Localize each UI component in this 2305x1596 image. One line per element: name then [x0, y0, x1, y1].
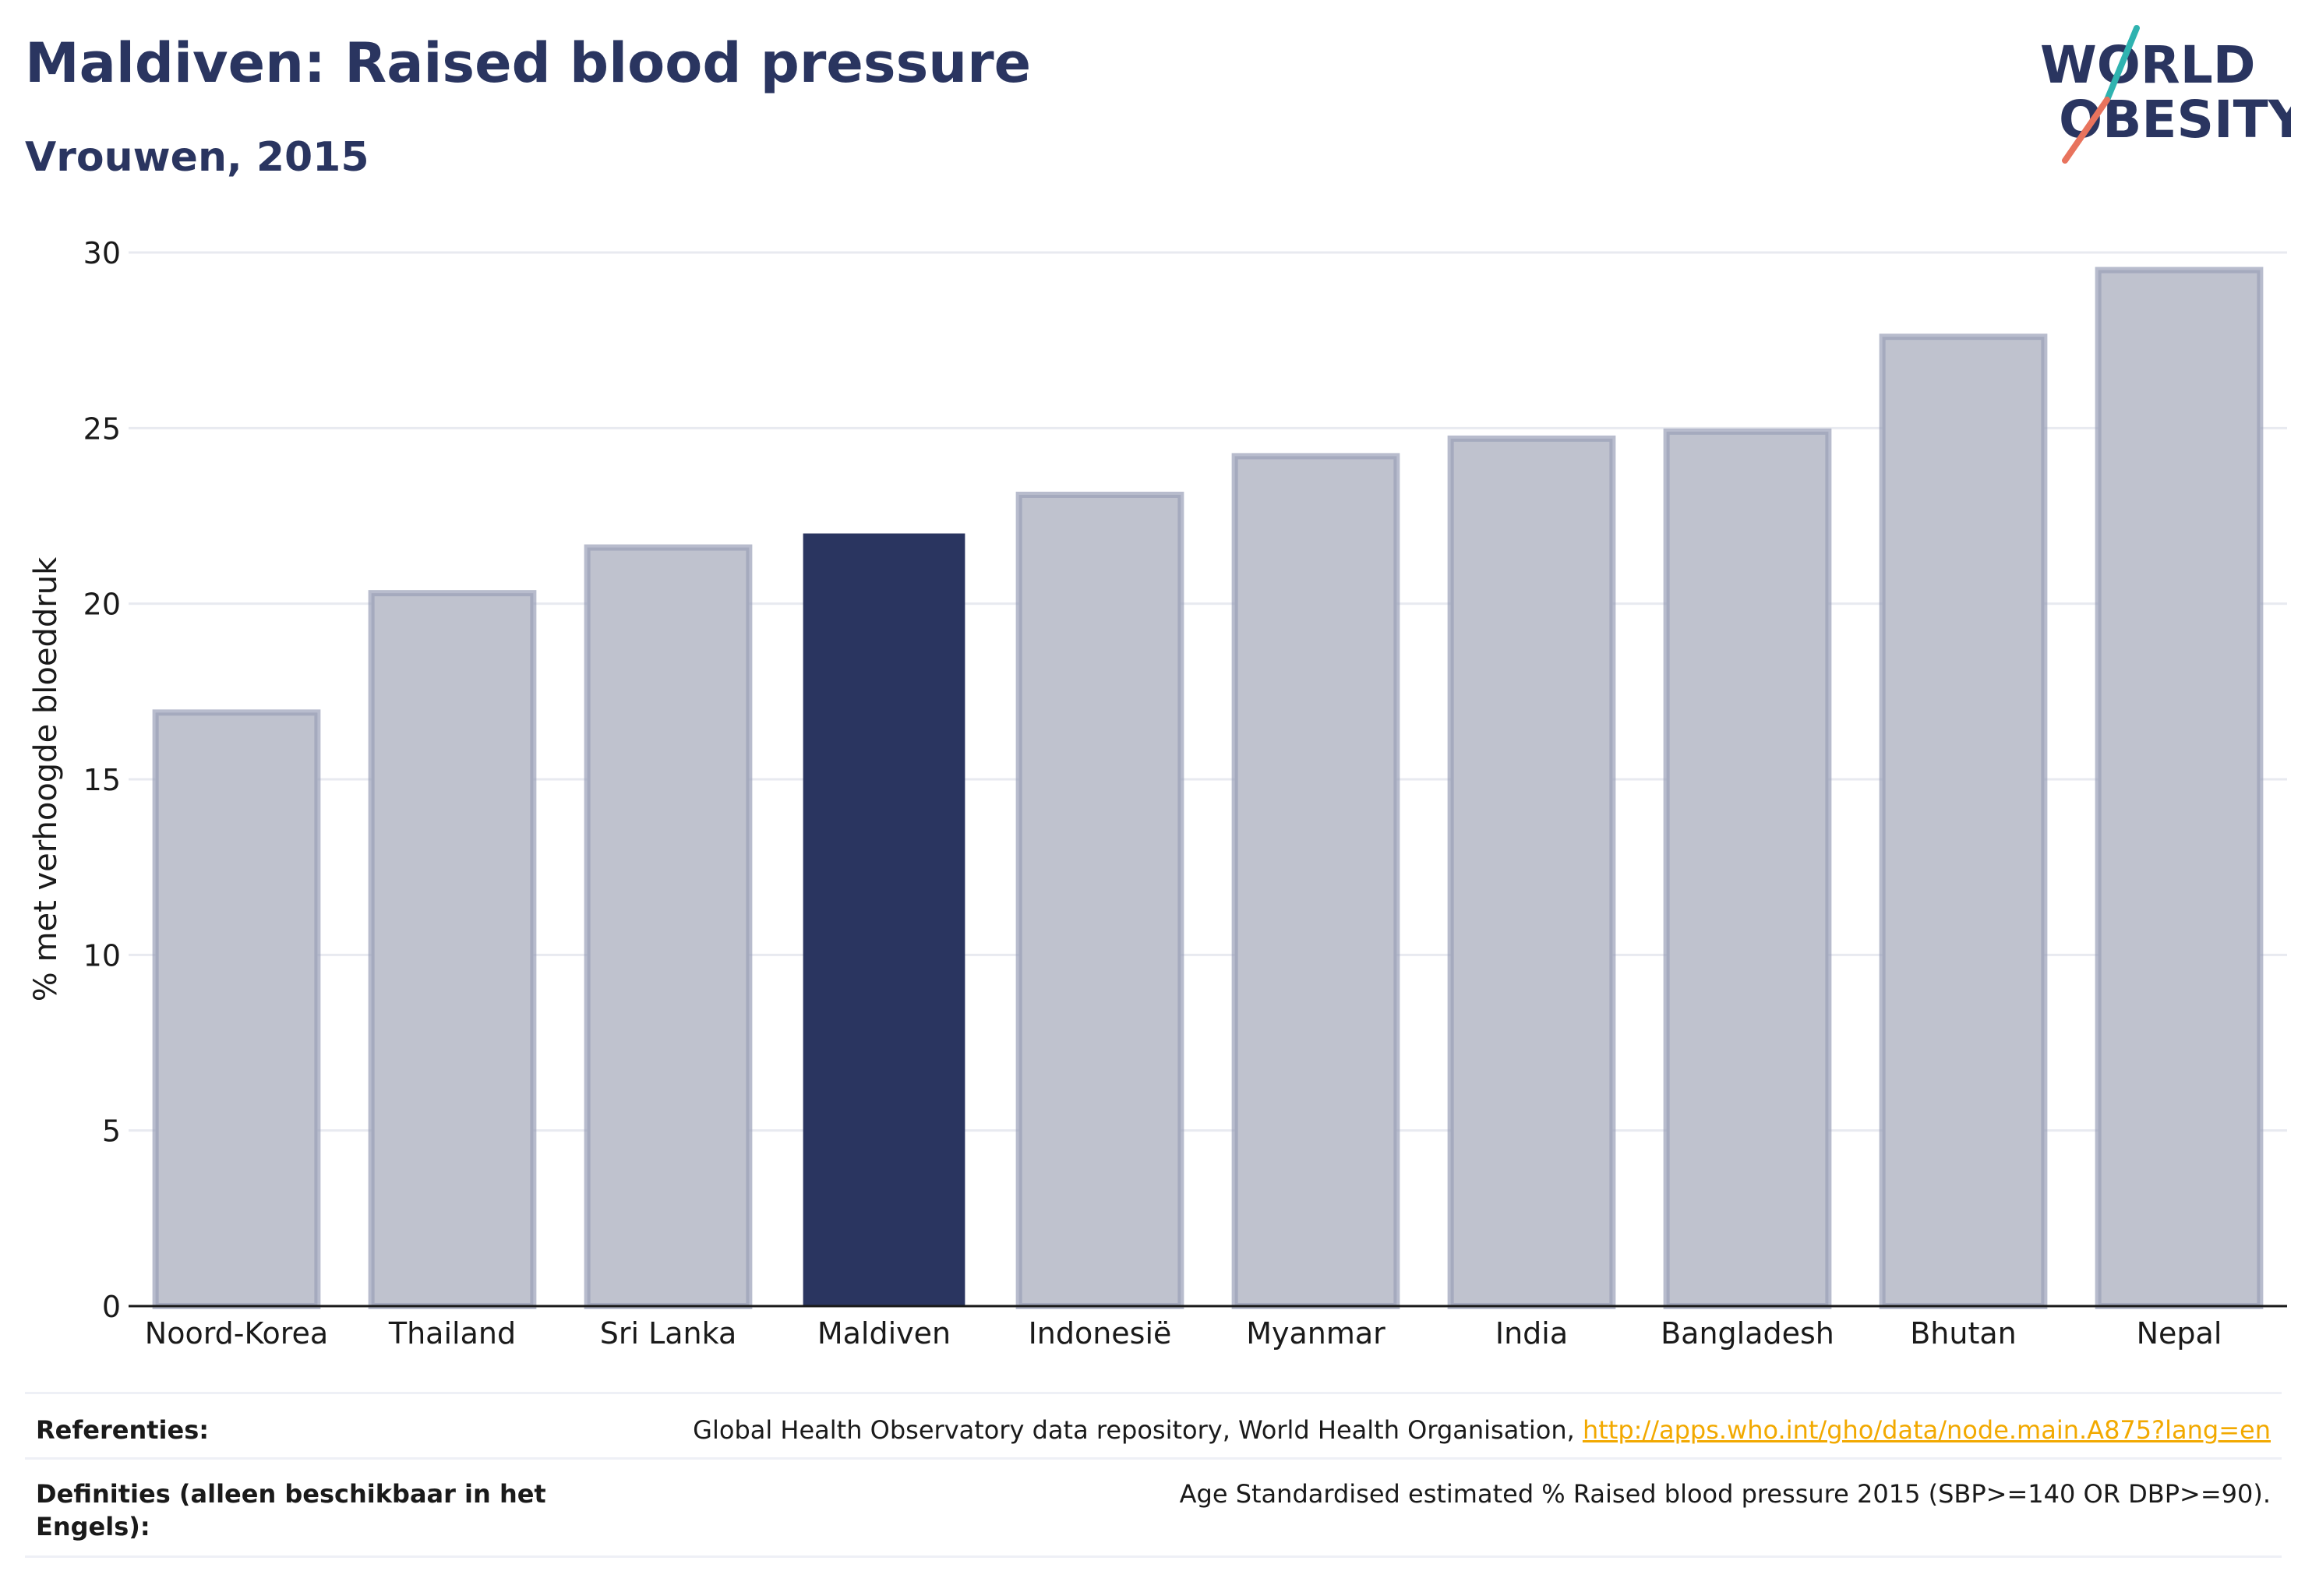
bar	[152, 709, 321, 1309]
bar-highlighted	[803, 533, 965, 1306]
bar	[584, 544, 753, 1309]
y-tick-label: 20	[83, 588, 121, 622]
x-tick-label: Sri Lanka	[600, 1316, 737, 1351]
x-tick-label: Maldiven	[817, 1316, 951, 1351]
x-tick-label: Thailand	[388, 1316, 516, 1351]
definitions-label-line1: Definities (alleen beschikbaar in het	[36, 1479, 546, 1509]
x-tick-label: Noord-Korea	[145, 1316, 328, 1351]
x-tick-label: Nepal	[2137, 1316, 2222, 1351]
logo-word-world: WORLD	[2040, 35, 2256, 95]
bar	[2095, 267, 2264, 1309]
y-axis-title: % met verhoogde bloeddruk	[28, 556, 64, 1001]
x-tick-label: India	[1495, 1316, 1568, 1351]
references-link[interactable]: http://apps.who.int/gho/data/node.main.A…	[1582, 1415, 2271, 1445]
definitions-label: Definities (alleen beschikbaar in het En…	[36, 1478, 546, 1543]
bar	[1663, 428, 1832, 1310]
definitions-label-line2: Engels):	[36, 1512, 150, 1541]
references-label: Referenties:	[36, 1415, 210, 1445]
y-tick-label: 5	[102, 1114, 121, 1149]
x-tick-label: Bhutan	[1910, 1316, 2017, 1351]
y-tick-label: 0	[102, 1290, 121, 1324]
bar	[1447, 435, 1616, 1309]
x-tick-label: Indonesië	[1029, 1316, 1172, 1351]
bar-chart: 0 5 10 15 20 25 30 Noord-Korea Thailand Sri Lanka…	[28, 236, 2287, 1351]
bar	[1231, 453, 1400, 1309]
chart-title: Maldiven: Raised blood pressure	[25, 31, 1032, 95]
y-tick-label: 30	[83, 236, 121, 270]
logo-slash-teal	[2104, 25, 2140, 103]
y-tick-label: 25	[83, 411, 121, 446]
definitions-text: Age Standardised estimated % Raised bloo…	[1179, 1479, 2271, 1509]
y-tick-label: 10	[83, 938, 121, 973]
bar	[1879, 334, 2048, 1309]
references-text: Global Health Observatory data repositor…	[693, 1414, 2271, 1446]
footer-divider-top	[25, 1392, 2282, 1394]
logo-slash-coral	[2062, 97, 2110, 164]
x-tick-label: Bangladesh	[1661, 1316, 1834, 1351]
y-tick-label: 15	[83, 763, 121, 797]
bar	[1015, 491, 1184, 1310]
footer-divider-bottom	[25, 1555, 2282, 1558]
footer-divider-middle	[25, 1457, 2282, 1460]
logo-word-obesity: OBESITY	[2059, 90, 2291, 150]
x-tick-label: Myanmar	[1246, 1316, 1385, 1351]
chart-subtitle: Vrouwen, 2015	[25, 134, 369, 181]
bar	[368, 590, 537, 1309]
world-obesity-logo: WORLD OBESITY	[2040, 25, 2291, 164]
references-source: Global Health Observatory data repositor…	[693, 1415, 1583, 1445]
